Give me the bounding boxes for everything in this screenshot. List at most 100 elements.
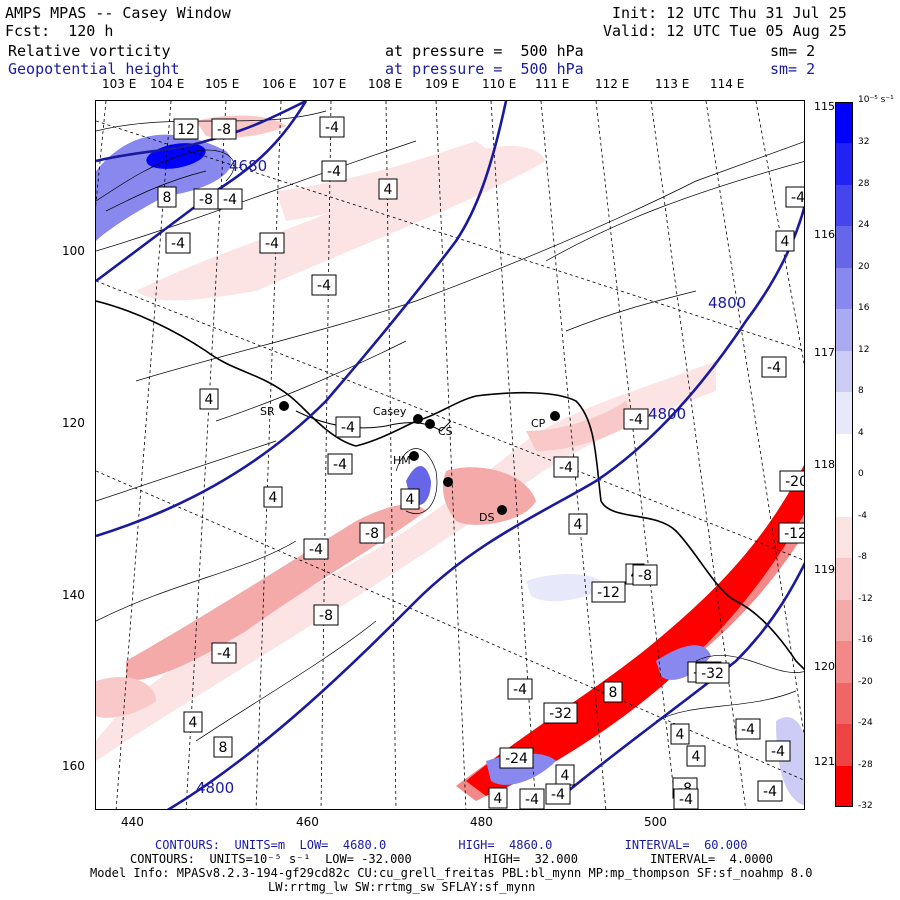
vorticity-label: -4 (171, 236, 185, 252)
x-tick-label: 460 (296, 815, 319, 829)
vorticity-negative-area (96, 361, 716, 761)
vorticity-labels: 12-8-4-48-8-4-4-4-444-4-444-8-4-444-8-12… (157, 116, 805, 809)
colorbar-label: 12 (858, 344, 870, 355)
vorticity-label: -32 (549, 706, 572, 722)
colorbar-label: -32 (858, 801, 873, 811)
colorbar-label: -8 (858, 552, 867, 563)
height-contour-4800 (166, 203, 804, 809)
colorbar-label: 4 (858, 427, 864, 438)
vorticity-fills (96, 115, 804, 806)
colorbar-label: -12 (858, 593, 873, 604)
colorbar-label: -28 (858, 759, 873, 770)
height-label: 4800 (708, 294, 746, 312)
vorticity-label-box (765, 740, 791, 762)
top-longitude-label: 104 E (150, 77, 185, 91)
vorticity-label-box (761, 356, 787, 378)
height-label: 4680 (229, 157, 267, 175)
vorticity-label: -4 (767, 360, 781, 376)
vorticity-label-box (378, 178, 398, 200)
graticule (96, 101, 804, 809)
x-tick-label: 480 (470, 815, 493, 829)
vorticity-label: -4 (525, 792, 539, 808)
colorbar-label: 28 (858, 178, 870, 189)
vorticity-label: -4 (771, 744, 785, 760)
height-labels: 4680 4800 4800 4800 (196, 157, 746, 797)
vorticity-negative-area (526, 401, 636, 451)
vorticity-label: -4 (317, 278, 331, 294)
vorticity-label-box (183, 711, 203, 733)
field2-smoothing: sm= 2 (770, 60, 816, 78)
colorbar-unit: 10⁻⁵ s⁻¹ (858, 95, 894, 105)
vorticity-label: 4 (189, 715, 198, 731)
init-time: Init: 12 UTC Thu 31 Jul 25 (612, 4, 847, 22)
y-tick-label: 140 (62, 588, 85, 602)
colorbar-label: -4 (858, 510, 867, 521)
top-longitude-label: 113 E (655, 77, 690, 91)
vorticity-label: 8 (163, 190, 172, 206)
colorbar-label: 8 (858, 386, 864, 397)
vorticity-label-box (686, 745, 706, 767)
colorbar-label: -16 (858, 635, 873, 646)
y-tick-label: 120 (62, 416, 85, 430)
vorticity-label-box (519, 788, 545, 809)
field1-level: at pressure = 500 hPa (385, 42, 584, 60)
footer-model-info: Model Info: MPASv8.2.3-194-gf29cd82c CU:… (90, 866, 813, 880)
vorticity-label: 4 (406, 492, 415, 508)
colorbar-frame (835, 102, 853, 807)
vorticity-label: -8 (638, 568, 652, 584)
top-longitude-label: 108 E (368, 77, 403, 91)
top-longitude-label: 106 E (262, 77, 297, 91)
vorticity-label-box (695, 662, 730, 684)
colorbar-label: 24 (858, 220, 870, 231)
footer-height-contours: CONTOURS: UNITS=m LOW= 4680.0 HIGH= 4860… (155, 838, 748, 852)
vorticity-label-box (335, 416, 361, 438)
vorticity-label-box (211, 118, 237, 140)
vorticity-label: 4 (494, 791, 503, 807)
top-longitude-label: 107 E (312, 77, 347, 91)
vorticity-label: -8 (319, 608, 333, 624)
x-tick-label: 500 (644, 815, 667, 829)
field2-level: at pressure = 500 hPa (385, 60, 584, 78)
vorticity-label-box (173, 118, 199, 140)
station-markers (279, 401, 560, 515)
colorbar-label: 20 (858, 261, 870, 272)
vorticity-label-box (217, 188, 243, 210)
vorticity-label: -20 (785, 474, 805, 490)
vorticity-label-box (311, 274, 337, 296)
vorticity-label: 4 (692, 749, 701, 765)
vorticity-label: -4 (333, 457, 347, 473)
vorticity-label-box (263, 486, 283, 508)
vorticity-label: -4 (223, 192, 237, 208)
top-longitude-label: 114 E (710, 77, 745, 91)
vorticity-label-box (507, 678, 533, 700)
station-labels: SR Casey CS CP HM DS (260, 405, 546, 524)
valid-time: Valid: 12 UTC Tue 05 Aug 25 (603, 22, 847, 40)
station-marker-v (443, 477, 453, 487)
map-canvas: SR Casey CS CP HM DS 4680 4800 4800 4800… (96, 101, 805, 809)
station-marker-casey (413, 414, 423, 424)
coastline (96, 300, 804, 671)
vorticity-label: -4 (341, 420, 355, 436)
map-panel: SR Casey CS CP HM DS 4680 4800 4800 4800… (95, 100, 805, 810)
vorticity-label-box (157, 186, 177, 208)
vorticity-label: 4 (676, 727, 685, 743)
colorbar-label: 16 (858, 303, 870, 314)
vorticity-label: 12 (177, 122, 195, 138)
station-label: HM (393, 454, 411, 467)
vorticity-label-box (319, 116, 345, 138)
vorticity-label-box (670, 723, 690, 745)
vorticity-label-box (303, 538, 329, 560)
station-marker-ld (409, 451, 419, 461)
vorticity-label: 4 (384, 182, 393, 198)
station-label: DS (479, 511, 494, 524)
vorticity-label-box (632, 564, 658, 586)
station-marker-cp (550, 411, 560, 421)
vorticity-label: -4 (741, 722, 755, 738)
field1-smoothing: sm= 2 (770, 42, 816, 60)
vorticity-negative-area (136, 146, 546, 301)
colorbar-label: 0 (858, 469, 864, 480)
station-label: Casey (373, 405, 407, 418)
vorticity-label-box (735, 718, 761, 740)
station-label: SR (260, 405, 275, 418)
vorticity-negative-area (443, 467, 536, 525)
